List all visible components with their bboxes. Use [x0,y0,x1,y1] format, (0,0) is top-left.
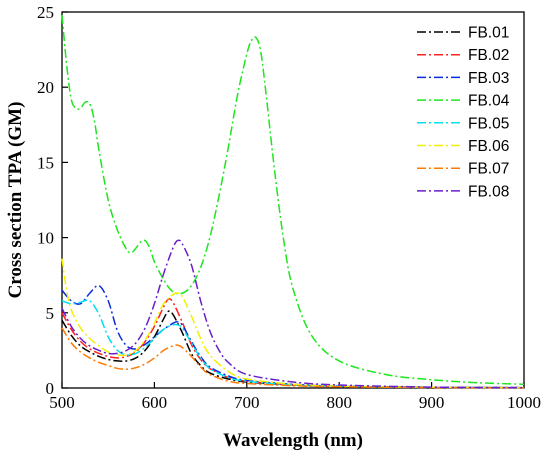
y-axis-title: Cross section TPA (GM) [5,102,26,299]
series-line-fb06 [61,258,525,389]
series-line-fb04 [61,14,525,385]
y-tick-label: 25 [37,3,54,22]
legend-label: FB.07 [468,161,509,178]
legend-label: FB.08 [468,183,509,200]
y-tick-label: 0 [46,379,55,398]
series-layer [61,14,525,389]
legend: FB.01 FB.02 FB.03 FB.04 FB.05 FB.06 FB.07 FB.08 [417,25,510,200]
series-line-fb08 [61,239,525,389]
series-line-fb03 [61,284,525,389]
y-tick-label: 10 [37,229,54,248]
legend-label: FB.01 [468,25,509,42]
x-tick-label: 800 [326,393,352,412]
legend-label: FB.04 [468,93,510,110]
series-line-fb02 [61,298,525,389]
axis-ticks: 500 600 700 800 900 1000 0 5 10 15 20 25 [37,3,541,412]
x-tick-label: 600 [142,393,168,412]
x-tick-label: 700 [234,393,260,412]
y-tick-label: 15 [37,153,54,172]
y-tick-label: 20 [37,78,54,97]
series-line-fb05 [61,299,525,389]
plot-frame [61,11,525,389]
x-tick-label: 900 [419,393,445,412]
y-tick-label: 5 [46,304,55,323]
legend-label: FB.05 [468,115,509,132]
legend-label: FB.06 [468,138,509,155]
x-axis-title: Wavelength (nm) [223,430,363,451]
legend-label: FB.02 [468,47,509,64]
x-tick-label: 500 [49,393,75,412]
x-tick-label: 1000 [507,393,541,412]
series-line-fb07 [61,327,525,389]
legend-label: FB.03 [468,70,509,87]
